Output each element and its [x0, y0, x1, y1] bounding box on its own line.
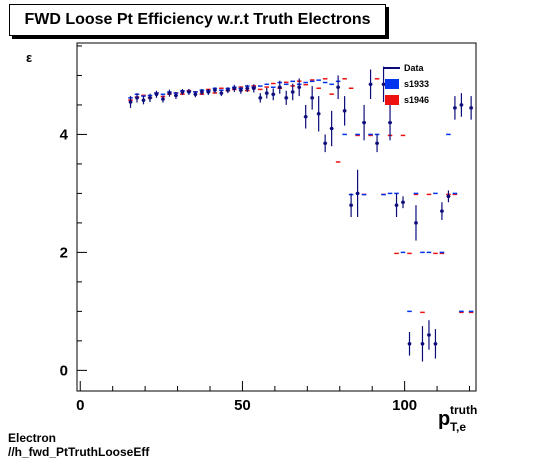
axes-group: 0 50 100 0 2 4: [60, 45, 471, 414]
data-point: [420, 342, 424, 346]
data-point: [135, 96, 139, 100]
data-point: [239, 88, 243, 92]
data-point: [129, 100, 133, 104]
data-point: [187, 90, 191, 94]
data-point: [180, 90, 184, 94]
x-axis-label-superscript: truth: [450, 403, 477, 417]
data-point: [440, 209, 444, 213]
data-point: [330, 127, 334, 131]
data-point: [252, 86, 256, 90]
data-point: [265, 91, 269, 95]
x-axis-label-subscript: T,e: [450, 420, 466, 434]
data-point: [395, 203, 399, 207]
data-point: [193, 92, 197, 96]
marks-group: [128, 66, 474, 362]
data-point: [271, 92, 275, 96]
data-point: [336, 85, 340, 89]
data-point: [213, 88, 217, 92]
legend-swatch-s1946: [385, 95, 399, 105]
data-point: [401, 200, 405, 204]
data-point: [291, 90, 295, 94]
y-tick-label: 0: [60, 362, 68, 379]
x-tick-label: 50: [234, 397, 251, 414]
data-point: [469, 106, 473, 110]
legend-swatch-s1933: [385, 79, 399, 89]
data-point: [446, 194, 450, 198]
data-point: [459, 103, 463, 107]
data-point: [154, 92, 158, 96]
data-point: [382, 82, 386, 86]
data-point: [200, 90, 204, 94]
data-point: [174, 93, 178, 97]
data-point: [284, 96, 288, 100]
footer-category: Electron: [8, 431, 57, 445]
legend-label-Data: Data: [404, 63, 425, 73]
data-point: [310, 96, 314, 100]
data-point: [427, 333, 431, 337]
x-tick-label: 0: [76, 397, 84, 414]
data-point: [375, 141, 379, 145]
data-point: [167, 91, 171, 95]
data-point: [226, 88, 230, 92]
data-point: [245, 86, 249, 90]
x-tick-label: 100: [392, 397, 417, 414]
legend-label-s1946: s1946: [404, 95, 429, 105]
data-point: [349, 203, 353, 207]
data-point: [388, 121, 392, 125]
data-point: [408, 342, 411, 346]
data-point: [219, 91, 223, 95]
legend-label-s1933: s1933: [404, 79, 429, 89]
data-point: [453, 106, 457, 110]
y-tick-label: 2: [60, 244, 68, 261]
data-point: [148, 96, 152, 100]
data-point: [323, 141, 327, 145]
data-point: [433, 342, 437, 346]
footer-histogram-path: //h_fwd_PtTruthLooseEff: [8, 445, 150, 459]
data-point: [161, 97, 165, 101]
data-point: [369, 82, 373, 86]
data-point: [206, 90, 210, 94]
legend: Data s1933 s1946: [384, 63, 429, 105]
data-point: [232, 86, 236, 90]
x-axis-label: p: [438, 408, 450, 430]
data-point: [278, 85, 282, 89]
y-tick-label: 4: [60, 126, 69, 143]
data-point: [414, 221, 418, 225]
data-point: [343, 109, 347, 113]
data-point: [304, 115, 308, 119]
plot-frame: [76, 42, 477, 392]
data-point: [142, 98, 145, 102]
data-point: [297, 85, 301, 89]
data-point: [356, 191, 360, 195]
chart-title: FWD Loose Pt Efficiency w.r.t Truth Elec…: [9, 4, 386, 36]
y-axis-label: ε: [26, 50, 32, 65]
data-point: [258, 96, 262, 100]
data-point: [362, 121, 366, 125]
data-point: [317, 112, 321, 116]
